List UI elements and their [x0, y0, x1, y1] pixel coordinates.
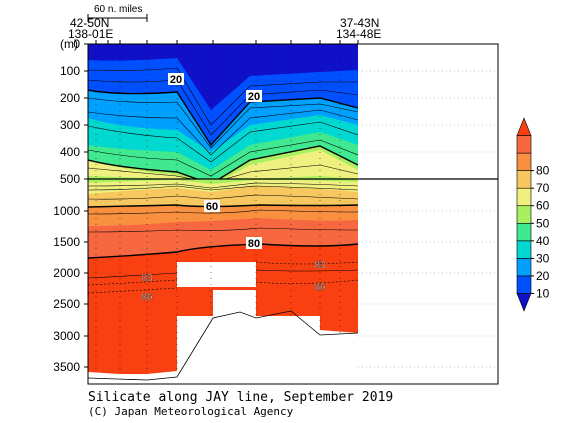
y-tick-labels-lower: 1000 1500 2000 2500 3000 3500 — [53, 204, 80, 374]
colorbar-segment — [516, 205, 532, 224]
seafloor-mask — [88, 290, 358, 384]
colorbar-tick-label: 40 — [536, 234, 550, 248]
station-left-lon: 138-01E — [68, 27, 113, 41]
contour-label: 86 — [141, 292, 153, 303]
seafloor-line — [88, 310, 358, 381]
contour-label: 80 — [248, 238, 260, 250]
station-ticks — [95, 40, 359, 44]
upper-panel-fill — [88, 44, 358, 179]
colorbar-tick-label: 60 — [536, 199, 550, 213]
colorbar-segment — [516, 170, 532, 189]
station-right-lon: 134-48E — [336, 27, 381, 41]
station-left-lat: 42-50N — [70, 16, 109, 30]
contour-label: 83 — [314, 260, 326, 271]
colorbar-tick-label: 70 — [536, 181, 550, 195]
colorbar-segment — [516, 135, 532, 154]
colorbar-segment — [516, 275, 532, 294]
colorbar-tick-label: 80 — [536, 164, 550, 178]
colorbar-segment — [516, 222, 532, 242]
colorbar-segment — [516, 293, 532, 312]
y-tick-label: 300 — [60, 118, 80, 132]
contour-label: 86 — [314, 282, 326, 293]
y-tick-label: 1500 — [53, 235, 80, 249]
scale-bar: 60 n. miles — [87, 4, 148, 22]
contour-label: 60 — [206, 201, 218, 213]
y-tick-label: 3500 — [53, 360, 80, 374]
y-tick-marks — [84, 43, 88, 368]
band-50 — [88, 179, 358, 184]
band-0 — [88, 44, 358, 110]
colorbar-segment — [516, 258, 532, 277]
y-axis-label: (m) — [60, 37, 78, 51]
scale-bar-label: 60 n. miles — [94, 4, 142, 15]
y-tick-label: 1000 — [53, 204, 80, 218]
y-tick-labels-upper: 0 100 200 300 400 500 — [60, 37, 80, 186]
lower-panel-fill — [88, 179, 358, 384]
colorbar: 10 20 30 40 50 60 70 80 — [516, 117, 550, 312]
colorbar-tick-label: 50 — [536, 216, 550, 230]
station-lines — [95, 44, 341, 372]
contour-label: 20 — [248, 91, 260, 103]
colorbar-segment — [516, 152, 532, 171]
y-tick-label: 2000 — [53, 266, 80, 280]
colorbar-tick-label: 10 — [536, 286, 550, 300]
contour-label: 83 — [141, 273, 153, 284]
plot-frame — [87, 43, 499, 385]
contour-labels: 20 20 60 80 83 86 83 86 — [141, 73, 326, 303]
colorbar-tick-label: 20 — [536, 269, 550, 283]
chart-title: Silicate along JAY line, September 2019 — [88, 390, 393, 405]
colorbar-segment — [516, 240, 532, 259]
y-tick-label: 0 — [73, 37, 80, 51]
station-right-lat: 37-43N — [340, 16, 379, 30]
data-gap — [177, 262, 256, 287]
band-50 — [88, 176, 358, 179]
chart-credit: (C) Japan Meteorological Agency — [88, 405, 294, 418]
y-tick-label: 2500 — [53, 297, 80, 311]
y-tick-label: 400 — [60, 145, 80, 159]
colorbar-segment — [516, 187, 532, 207]
y-tick-label: 500 — [60, 172, 80, 186]
y-tick-label: 200 — [60, 91, 80, 105]
contour-label: 20 — [170, 74, 182, 86]
y-tick-label: 3000 — [53, 329, 80, 343]
gridlines — [358, 70, 498, 368]
colorbar-tick-label: 30 — [536, 251, 550, 265]
colorbar-segment — [516, 117, 532, 136]
y-tick-label: 100 — [60, 64, 80, 78]
